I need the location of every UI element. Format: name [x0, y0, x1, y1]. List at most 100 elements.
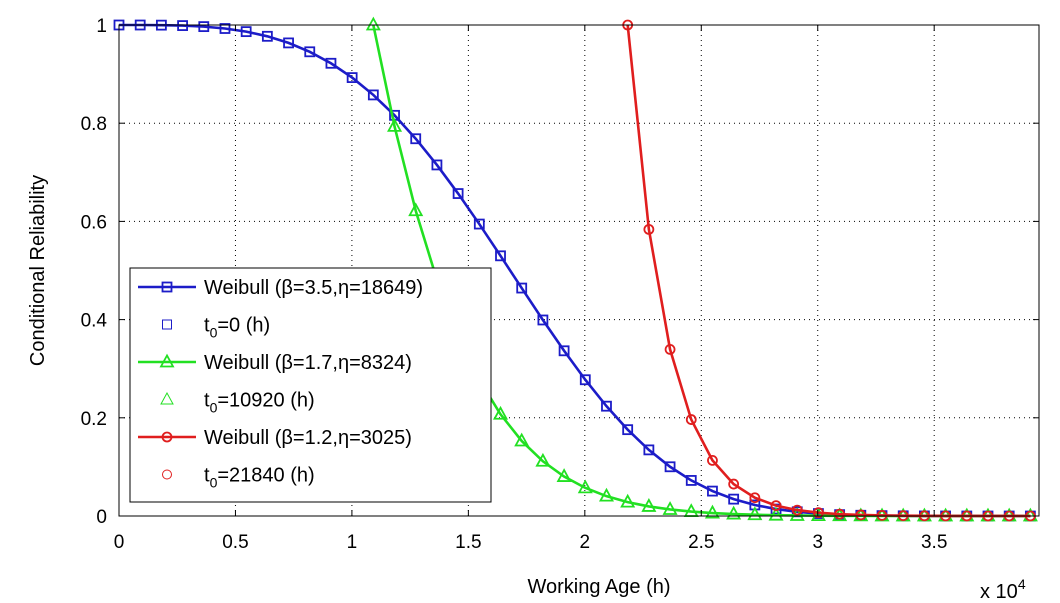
data-point: [387, 117, 403, 132]
data-point: [704, 504, 720, 519]
data-point: [813, 507, 824, 519]
plot-area-frame: [118, 24, 1040, 517]
data-point: [791, 504, 803, 516]
legend-marker-label-main: t: [204, 390, 210, 412]
data-point: [664, 461, 676, 473]
data-point: [495, 250, 506, 262]
legend-marker-label-rest: =10920 (h): [217, 390, 314, 412]
data-point: [410, 133, 422, 145]
data-point: [770, 500, 782, 511]
legend-marker-label-sub: 0: [210, 475, 218, 491]
data-point: [577, 479, 593, 494]
data-point: [747, 506, 763, 521]
data-point: [726, 505, 742, 520]
legend-line-label: Weibull (β=1.2,η=3025): [204, 427, 412, 449]
x-tick-label: 2.5: [688, 532, 714, 553]
data-point: [662, 501, 678, 515]
data-point: [707, 485, 718, 497]
data-point: [685, 414, 697, 425]
legend-line-marker: [161, 281, 173, 293]
legend-line-marker: [161, 431, 173, 443]
legend-marker-swatch: [162, 319, 172, 330]
legend-marker-label: t0=21840 (h): [204, 465, 315, 491]
legend-marker-label: t0=10920 (h): [204, 390, 315, 416]
y-tick-label: 1: [96, 16, 107, 37]
data-point: [367, 89, 379, 101]
data-point: [558, 345, 570, 357]
data-point: [855, 509, 867, 521]
data-point: [198, 21, 210, 33]
x-axis-multiplier-base: x 10: [980, 581, 1018, 603]
legend-marker-label-main: t: [204, 465, 210, 487]
data-point: [283, 37, 294, 49]
series-line: [626, 24, 1031, 518]
x-tick-label: 1.5: [455, 532, 481, 553]
data-point: [408, 202, 424, 217]
y-tick-label: 0.8: [81, 114, 107, 135]
y-tick-label: 0: [96, 507, 107, 528]
data-point: [325, 57, 337, 69]
data-point: [728, 478, 740, 490]
data-point: [492, 405, 509, 420]
data-point: [346, 72, 358, 83]
data-point: [685, 475, 697, 486]
data-point: [834, 508, 846, 520]
data-point: [749, 492, 761, 504]
legend-marker-swatch: [162, 469, 172, 480]
data-point: [643, 444, 655, 456]
legend-line-marker: [159, 353, 175, 368]
data-point: [452, 188, 464, 199]
data-point: [240, 26, 252, 38]
legend-line-label: Weibull (β=3.5,η=18649): [204, 277, 423, 299]
data-point: [707, 455, 718, 466]
legend: Weibull (β=3.5,η=18649)t0=0 (h)Weibull (…: [129, 267, 492, 503]
x-tick-label: 1: [347, 532, 358, 553]
legend-marker-label-main: t: [204, 315, 210, 337]
x-axis-multiplier-exponent: 4: [1018, 576, 1026, 592]
legend-marker-swatch: [160, 391, 174, 405]
data-point: [728, 493, 740, 505]
x-tick-label: 2: [580, 532, 591, 553]
legend-marker-label-sub: 0: [210, 325, 218, 341]
x-tick-label: 0.5: [222, 532, 248, 553]
data-point: [516, 282, 528, 294]
data-point: [431, 159, 443, 171]
y-axis-label: Conditional Reliability: [27, 175, 49, 366]
data-point: [537, 314, 549, 326]
data-point: [365, 16, 381, 31]
data-point: [579, 374, 591, 386]
x-axis-multiplier: x 104: [980, 576, 1026, 603]
data-point: [622, 424, 634, 436]
data-point: [473, 218, 485, 230]
data-point: [177, 20, 188, 31]
legend-marker-label: t0=0 (h): [204, 315, 270, 341]
data-point: [643, 223, 655, 235]
y-tick-label: 0.4: [81, 311, 108, 332]
x-tick-label: 0: [114, 532, 125, 553]
legend-marker-label-rest: =0 (h): [217, 315, 270, 337]
x-tick-label: 3.5: [921, 532, 947, 553]
data-point: [261, 30, 273, 42]
legend-marker-label-rest: =21840 (h): [217, 465, 314, 487]
data-point: [641, 498, 657, 512]
legend-box: [129, 267, 492, 503]
data-point: [810, 507, 826, 522]
data-point: [876, 510, 888, 521]
data-point: [620, 493, 636, 508]
y-tick-label: 0.2: [81, 409, 107, 430]
legend-marker-label-sub: 0: [210, 400, 218, 416]
data-point: [768, 506, 784, 521]
x-axis-label: Working Age (h): [527, 576, 670, 598]
data-point: [535, 452, 551, 467]
axis-ticks: 0 0.5 1 1.5 2 2.5 3 3.5 0 0.2 0.4 0.6 0.8 1: [81, 16, 1039, 553]
data-point: [514, 432, 530, 447]
legend-line-label: Weibull (β=1.7,η=8324): [204, 352, 412, 374]
series-3: [622, 19, 1036, 522]
data-point: [556, 468, 572, 482]
y-tick-label: 0.6: [81, 212, 107, 233]
data-point: [304, 46, 316, 58]
data-point: [664, 343, 676, 355]
data-point: [219, 23, 231, 34]
data-point: [598, 487, 614, 502]
